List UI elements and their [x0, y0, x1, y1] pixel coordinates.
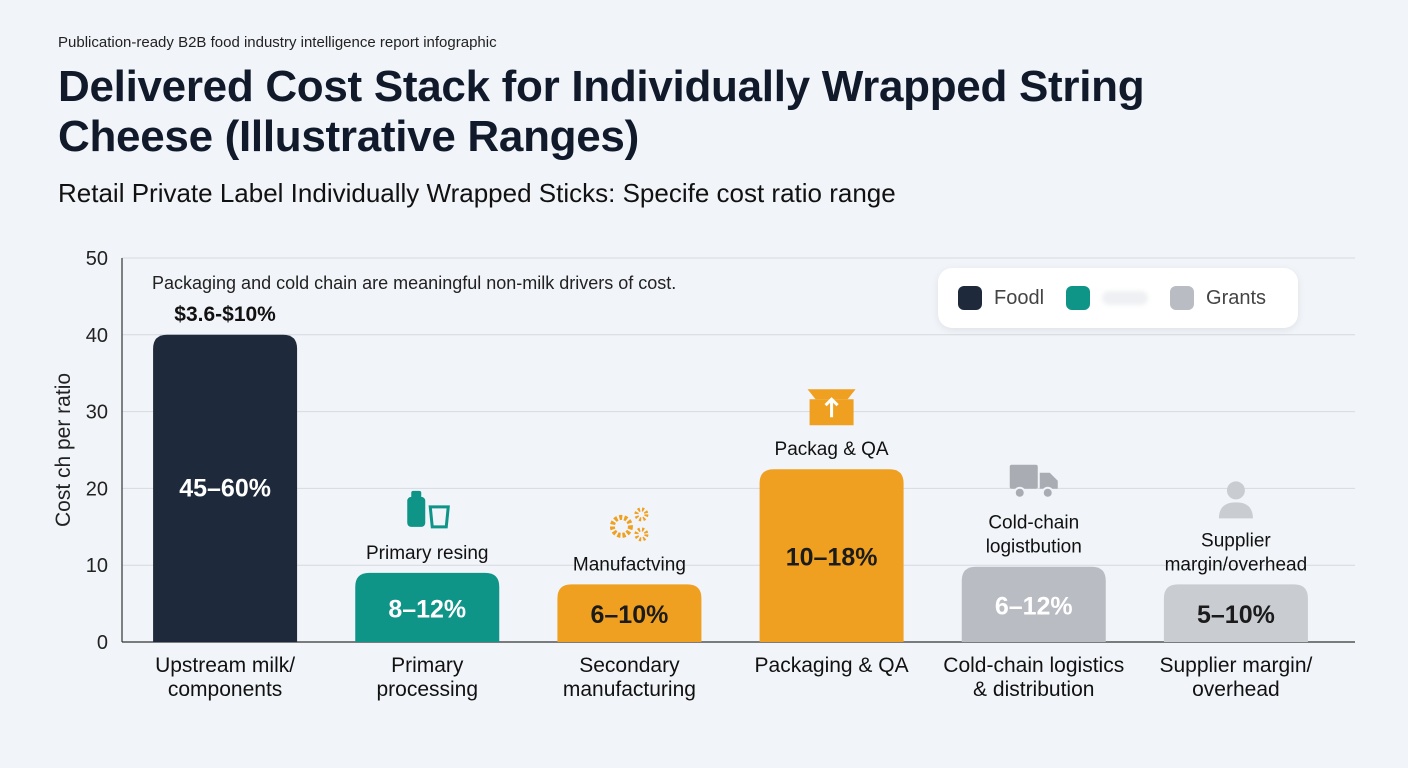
- chart-title: Delivered Cost Stack for Individually Wr…: [58, 62, 1145, 161]
- bar-2: [355, 572, 500, 642]
- gear-small-shape: [634, 527, 649, 542]
- bar-value-label: 5–10%: [1197, 601, 1275, 629]
- truck-icon: [1009, 464, 1038, 489]
- bar-top-label: Primary resing: [366, 543, 488, 564]
- legend-item-3: Grants: [1170, 286, 1266, 310]
- person-body-shape: [1218, 502, 1253, 519]
- x-tick-label: Secondary manufacturing: [563, 654, 696, 701]
- legend-item-1: Foodl: [958, 286, 1044, 310]
- y-tick-label: 10: [86, 555, 108, 577]
- legend-label-2: [1102, 291, 1149, 305]
- bar-value-label: 45–60%: [179, 474, 271, 502]
- x-tick-label: Supplier margin/overhead: [1159, 654, 1312, 701]
- box-flaps-shape: [807, 389, 856, 400]
- truck-cab-shape: [1039, 472, 1058, 489]
- bottle-glass-icon: [407, 496, 426, 527]
- chart-annotation: Packaging and cold chain are meaningful …: [152, 273, 676, 293]
- legend-swatch-1: [958, 286, 982, 310]
- gear-small-shape: [634, 507, 649, 522]
- bar-top-label: $3.6-$10%: [174, 303, 276, 326]
- glass-shape: [428, 505, 450, 529]
- report-kicker: Publication-ready B2B food industry inte…: [58, 34, 497, 51]
- y-tick-label: 50: [86, 248, 108, 270]
- x-tick-label: Primary processing: [376, 654, 478, 701]
- y-tick-label: 30: [86, 402, 108, 424]
- bar-top-label: Manufactving: [573, 554, 686, 575]
- y-tick-label: 20: [86, 478, 108, 500]
- bar-3: [557, 584, 702, 642]
- bar-top-label: Packag & QA: [775, 439, 889, 460]
- y-tick-label: 40: [86, 325, 108, 347]
- truck-wheel-shape: [1013, 486, 1026, 499]
- bar-value-label: 8–12%: [388, 595, 466, 623]
- bar-1: [153, 334, 298, 642]
- bottle-cap-shape: [411, 490, 422, 499]
- bar-top-label: Cold-chain logistbution: [986, 513, 1082, 558]
- bar-value-label: 6–10%: [590, 601, 668, 629]
- chart-subtitle: Retail Private Label Individually Wrappe…: [58, 178, 896, 208]
- legend-item-2: [1066, 286, 1149, 310]
- gears-icon: [609, 514, 633, 538]
- bar-top-label: Supplier margin/overhead: [1165, 530, 1308, 575]
- chart-legend: Foodl Grants: [938, 268, 1298, 328]
- x-tick-label: Cold-chain logistics & distribution: [943, 654, 1124, 701]
- truck-wheel-shape: [1041, 486, 1054, 499]
- legend-label-1: Foodl: [994, 286, 1045, 309]
- person-icon: [1226, 481, 1245, 500]
- bar-value-label: 10–18%: [786, 544, 878, 572]
- bar-6: [1163, 584, 1308, 642]
- x-tick-label: Packaging & QA: [755, 654, 909, 677]
- bar-5: [961, 566, 1106, 642]
- legend-swatch-3: [1170, 286, 1195, 310]
- box-arrow-shape: [824, 397, 839, 418]
- bar-4: [759, 469, 904, 642]
- y-axis-title: Cost ch per ratio: [52, 373, 75, 527]
- bar-value-label: 6–12%: [995, 592, 1073, 620]
- x-tick-label: Upstream milk/components: [155, 654, 295, 701]
- y-tick-label: 0: [97, 632, 108, 654]
- legend-swatch-2: [1066, 286, 1091, 310]
- legend-label-3: Grants: [1206, 286, 1267, 309]
